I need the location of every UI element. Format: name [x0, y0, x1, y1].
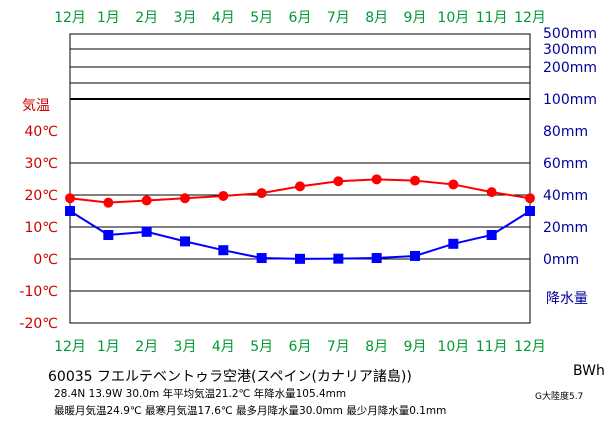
temp-axis-label: 気温: [22, 98, 50, 114]
temperature-point: [65, 193, 75, 204]
precip-tick-label-upper: 200mm: [543, 60, 597, 76]
precip-tick-label: 80mm: [543, 124, 588, 140]
precipitation-point: [525, 206, 535, 216]
station-stats-1: 28.4N 13.9W 30.0m 年平均気温21.2℃ 年降水量105.4mm: [54, 388, 347, 400]
temp-tick-label: -20℃: [19, 316, 58, 332]
temperature-point: [448, 179, 459, 190]
month-label-top: 11月: [476, 10, 508, 26]
precip-tick-label-upper: 300mm: [543, 42, 597, 58]
precipitation-point: [103, 230, 114, 240]
month-label-top: 10月: [437, 10, 469, 26]
month-label-top: 6月: [289, 10, 312, 26]
precip-tick-label-upper: 100mm: [543, 92, 597, 108]
precipitation-point: [410, 250, 420, 261]
month-label-bottom: 5月: [250, 339, 273, 355]
month-label-bottom: 7月: [327, 339, 350, 355]
temp-tick-label: 30℃: [24, 156, 58, 172]
plot-frame: [69, 33, 531, 324]
koppen-classification: BWh: [573, 363, 605, 379]
month-label-bottom: 6月: [289, 339, 312, 355]
month-label-top: 8月: [365, 10, 388, 26]
month-label-bottom: 3月: [174, 339, 197, 355]
precipitation-point: [295, 253, 305, 264]
month-label-bottom: 1月: [97, 339, 120, 355]
precipitation-point: [218, 245, 229, 256]
temperature-point: [218, 190, 229, 201]
precip-tick-label: 40mm: [543, 188, 588, 204]
temp-tick-label: 20℃: [24, 188, 58, 204]
month-label-top: 9月: [404, 10, 427, 26]
precipitation-point: [448, 238, 459, 249]
month-label-bottom: 8月: [365, 339, 388, 355]
temperature-point: [256, 188, 267, 199]
temperature-point: [371, 174, 382, 185]
month-label-top: 12月: [514, 10, 546, 26]
temperature-point: [103, 197, 114, 208]
temp-tick-label: -10℃: [19, 284, 58, 300]
precipitation-line: [69, 210, 531, 260]
month-label-top: 12月: [54, 10, 86, 26]
precipitation-point: [180, 236, 190, 247]
precip-tick-label: 20mm: [543, 220, 588, 236]
month-label-bottom: 2月: [135, 339, 158, 355]
month-label-bottom: 4月: [212, 339, 235, 355]
precipitation-point: [333, 253, 344, 264]
precip-tick-label: 60mm: [543, 156, 588, 172]
temp-tick-label: 40℃: [24, 124, 58, 140]
precipitation-point: [256, 253, 267, 264]
temp-tick-label: 10℃: [24, 220, 58, 236]
precipitation-point: [486, 230, 497, 240]
temperature-point: [141, 195, 152, 206]
temperature-point: [180, 193, 190, 204]
month-label-top: 7月: [327, 10, 350, 26]
temperature-point: [486, 187, 497, 198]
station-stats-2: 最暖月気温24.9℃ 最寒月気温17.6℃ 最多月降水量30.0mm 最少月降水…: [54, 405, 447, 417]
precipitation-point: [141, 226, 152, 237]
month-label-bottom: 10月: [437, 339, 469, 355]
month-label-bottom: 12月: [514, 339, 546, 355]
temperature-point: [295, 181, 305, 192]
precipitation-point: [65, 206, 75, 216]
precipitation-point: [371, 253, 382, 264]
precip-tick-label-upper: 500mm: [543, 26, 597, 42]
month-label-top: 4月: [212, 10, 235, 26]
temperature-point: [333, 176, 344, 187]
month-label-bottom: 12月: [54, 339, 86, 355]
month-label-top: 3月: [174, 10, 197, 26]
temperature-point: [525, 193, 535, 204]
station-name: 60035 フエルテベントゥラ空港(スペイン(カナリア諸島)): [48, 369, 412, 385]
month-label-top: 5月: [250, 10, 273, 26]
month-label-bottom: 9月: [404, 339, 427, 355]
month-label-bottom: 11月: [476, 339, 508, 355]
month-label-top: 1月: [97, 10, 120, 26]
precip-axis-label: 降水量: [546, 291, 588, 307]
temperature-point: [410, 175, 420, 186]
precip-tick-label: 0mm: [543, 252, 579, 268]
continentality-index: G大陸度5.7: [535, 392, 584, 402]
month-label-top: 2月: [135, 10, 158, 26]
temp-tick-label: 0℃: [33, 252, 58, 268]
